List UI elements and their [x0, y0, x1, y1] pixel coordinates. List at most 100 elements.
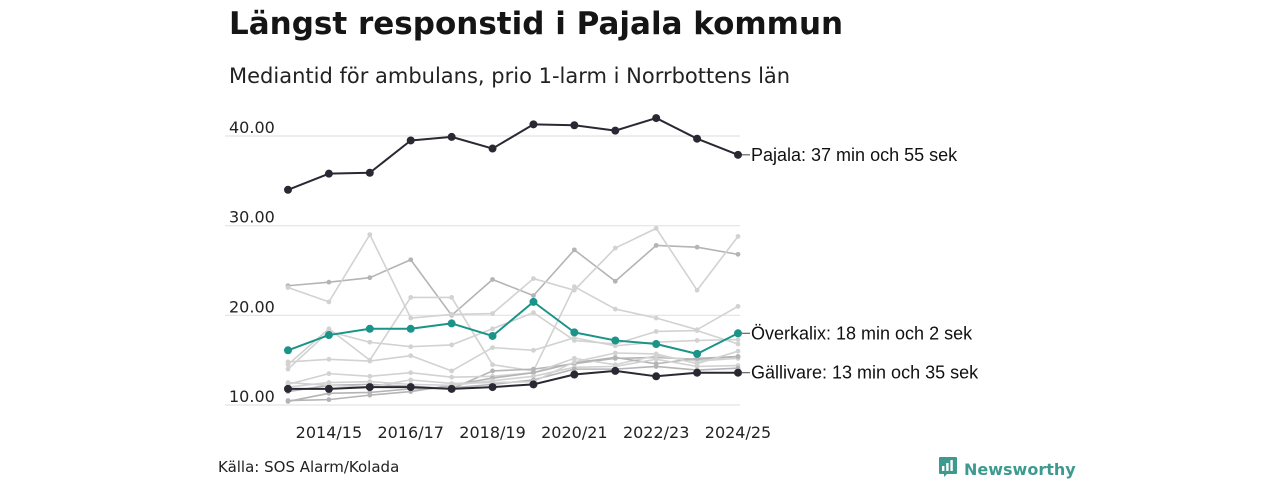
data-point-overkalix — [488, 331, 497, 340]
chart-subtitle: Mediantid för ambulans, prio 1-larm i No… — [229, 64, 791, 88]
y-tick-label: 30.00 — [229, 208, 275, 227]
background-data-point — [449, 312, 455, 317]
brand[interactable]: Newsworthy — [938, 456, 1076, 482]
background-data-point — [653, 315, 659, 321]
y-tick-label: 40.00 — [229, 118, 275, 137]
background-data-point — [367, 390, 373, 395]
background-data-point — [612, 245, 618, 251]
end-label-overkalix: Överkalix: 18 min och 2 sek — [751, 323, 973, 343]
source-note: Källa: SOS Alarm/Kolada — [218, 458, 400, 476]
data-point-gallivare — [529, 380, 538, 389]
background-data-point — [326, 299, 332, 305]
data-point-pajala — [488, 144, 497, 153]
y-tick-label: 10.00 — [229, 387, 275, 406]
data-point-pajala — [324, 169, 333, 178]
background-data-point — [531, 373, 536, 379]
background-data-point — [326, 371, 332, 377]
background-data-point — [653, 329, 659, 334]
data-point-pajala — [529, 120, 538, 129]
background-data-point — [531, 276, 536, 281]
background-data-point — [571, 335, 577, 341]
background-data-point — [490, 345, 495, 351]
data-point-overkalix — [570, 328, 579, 337]
background-data-point — [612, 350, 618, 356]
data-point-gallivare — [734, 368, 742, 377]
data-point-pajala — [365, 168, 374, 177]
x-tick-label: 2016/17 — [377, 423, 443, 442]
background-data-point — [571, 355, 577, 361]
background-data-point — [449, 374, 455, 380]
background-data-point — [367, 232, 373, 238]
data-point-overkalix — [324, 331, 333, 340]
background-data-point — [285, 380, 291, 385]
background-data-point — [735, 341, 741, 347]
background-data-point — [735, 234, 741, 239]
background-data-point — [653, 364, 659, 369]
background-data-point — [694, 287, 700, 293]
data-point-overkalix — [652, 340, 661, 349]
data-point-gallivare — [611, 366, 620, 375]
background-data-point — [531, 310, 536, 316]
line-chart: 10.00 20.00 30.00 40.00 2014/15 2016/17 2018/… — [225, 114, 979, 442]
newsworthy-logo-icon — [938, 456, 958, 482]
background-data-point — [285, 399, 291, 404]
data-point-overkalix — [406, 324, 415, 333]
background-series-line — [287, 354, 739, 386]
background-series-line — [287, 355, 739, 402]
background-data-point — [490, 277, 495, 282]
background-data-point — [612, 343, 618, 349]
data-point-pajala — [284, 185, 292, 194]
background-data-point — [694, 244, 700, 250]
background-data-point — [735, 251, 741, 257]
data-point-overkalix — [284, 346, 292, 355]
background-data-point — [490, 362, 495, 368]
data-point-pajala — [734, 150, 742, 159]
series-pajala: Pajala: 37 min och 55 sek — [284, 114, 958, 194]
end-label-pajala: Pajala: 37 min och 55 sek — [751, 145, 958, 165]
background-series-line — [287, 358, 739, 388]
gridlines — [225, 135, 740, 406]
background-data-point — [531, 293, 536, 299]
data-point-pajala — [611, 126, 620, 135]
data-point-gallivare — [324, 384, 333, 393]
background-data-point — [326, 356, 332, 362]
x-tick-label: 2022/23 — [623, 423, 689, 442]
background-data-point — [408, 370, 414, 376]
background-data-point — [612, 306, 618, 312]
data-point-gallivare — [652, 372, 661, 381]
background-data-point — [653, 225, 659, 231]
background-data-point — [449, 368, 455, 374]
background-data-point — [531, 366, 536, 372]
background-data-point — [694, 328, 700, 333]
series-line-pajala — [287, 117, 739, 191]
background-series-line — [287, 244, 739, 317]
background-data-point — [408, 257, 414, 263]
data-point-pajala — [447, 132, 456, 141]
x-axis: 2014/15 2016/17 2018/19 2020/21 2022/23 2024/… — [296, 423, 772, 442]
background-data-point — [367, 358, 373, 364]
background-series-group — [285, 335, 741, 374]
series-line-overkalix — [287, 300, 739, 355]
background-data-point — [735, 337, 741, 342]
background-data-point — [367, 339, 373, 345]
background-data-point — [408, 353, 414, 359]
background-series-group — [285, 354, 741, 403]
background-series-group — [285, 242, 741, 318]
data-point-overkalix — [693, 349, 702, 358]
data-point-pajala — [652, 114, 661, 123]
background-series-line — [287, 311, 739, 370]
data-point-pajala — [570, 121, 579, 130]
background-data-point — [490, 368, 495, 374]
background-data-point — [326, 397, 332, 403]
series-overkalix: Överkalix: 18 min och 2 sek — [284, 297, 973, 358]
background-data-point — [490, 311, 495, 316]
series-line-gallivare — [288, 369, 738, 390]
background-series-line — [287, 285, 739, 372]
background-data-point — [449, 295, 455, 300]
highlight-series: Pajala: 37 min och 55 sek Överkalix: 18 m… — [284, 114, 979, 393]
background-data-point — [285, 359, 291, 365]
background-data-point — [367, 275, 373, 281]
y-axis: 10.00 20.00 30.00 40.00 — [229, 118, 275, 406]
background-data-point — [490, 326, 495, 332]
background-series-line — [287, 227, 739, 319]
